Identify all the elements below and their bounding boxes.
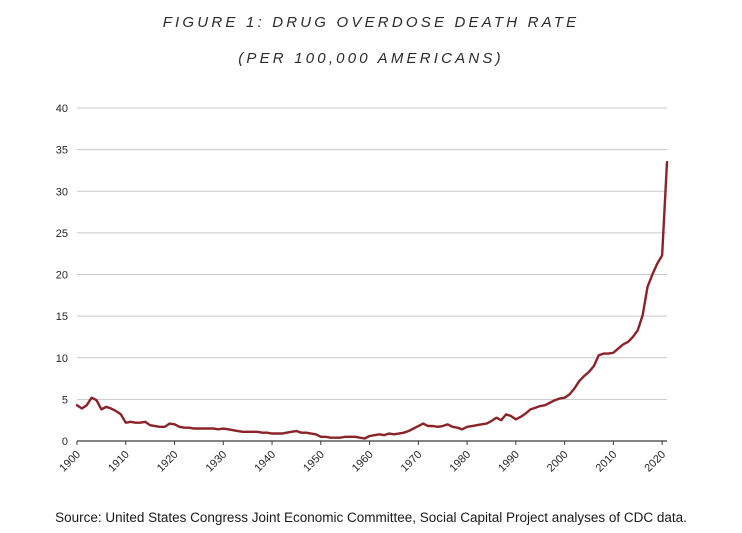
y-axis: 0 5 10 15 20 25 30 35 40 xyxy=(56,103,68,448)
source-note: Source: United States Congress Joint Eco… xyxy=(55,510,687,525)
x-tick-label: 1930 xyxy=(204,449,230,475)
x-tick-label: 1960 xyxy=(350,449,376,475)
series-line xyxy=(75,160,669,440)
chart-title: FIGURE 1: DRUG OVERDOSE DEATH RATE xyxy=(162,14,580,31)
x-tick-label: 1980 xyxy=(447,449,473,475)
x-tick-label: 2020 xyxy=(642,449,668,475)
y-tick-label: 35 xyxy=(56,145,68,157)
x-tick-label: 2010 xyxy=(594,449,620,475)
y-tick-label: 20 xyxy=(56,270,68,282)
y-tick-label: 40 xyxy=(56,103,68,115)
y-tick-label: 5 xyxy=(62,394,68,406)
y-tick-label: 15 xyxy=(56,311,68,323)
x-tick-label: 1970 xyxy=(399,449,425,475)
x-tick-label: 2000 xyxy=(545,449,571,475)
x-tick-label: 1940 xyxy=(252,449,278,475)
y-tick-label: 25 xyxy=(56,228,68,240)
gridlines xyxy=(77,107,667,442)
y-tick-label: 30 xyxy=(56,186,68,198)
y-tick-label: 0 xyxy=(62,436,68,448)
x-tick-label: 1950 xyxy=(301,449,327,475)
x-tick-label: 1900 xyxy=(57,449,83,475)
line-chart: 0 5 10 15 20 25 30 35 40 1900 1910 1920 1930 1940 195… xyxy=(56,103,669,474)
x-tick-label: 1920 xyxy=(155,449,181,475)
x-tick-label: 1990 xyxy=(496,449,522,475)
x-axis: 1900 1910 1920 1930 1940 1950 1960 1970 1980 1990… xyxy=(57,441,668,474)
y-tick-label: 10 xyxy=(56,353,68,365)
x-tick-label: 1910 xyxy=(106,449,132,475)
chart-subtitle: (PER 100,000 AMERICANS) xyxy=(238,50,504,67)
